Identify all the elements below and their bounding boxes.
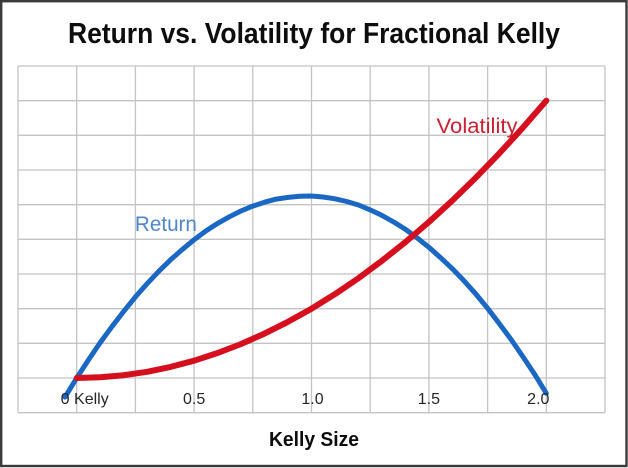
x-tick-label: 1.5 xyxy=(418,391,440,408)
x-axis-title: Kelly Size xyxy=(269,429,359,451)
x-tick-label: 2.0 xyxy=(527,391,549,408)
gridlines xyxy=(17,65,606,414)
series-curves xyxy=(62,97,550,400)
x-tick-label: 0 Kelly xyxy=(61,391,109,408)
series-labels: Return Volatility xyxy=(135,115,518,236)
chart-title: Return vs. Volatility for Fractional Kel… xyxy=(68,18,560,50)
return-series-label: Return xyxy=(135,213,197,236)
x-tick-label: 1.0 xyxy=(301,391,323,408)
volatility-series-label: Volatility xyxy=(437,115,519,138)
x-tick-label: 0.5 xyxy=(183,391,205,408)
x-tick-labels: 0 Kelly 0.5 1.0 1.5 2.0 xyxy=(61,391,550,408)
return-curve xyxy=(62,193,549,400)
volatility-curve xyxy=(73,97,550,381)
